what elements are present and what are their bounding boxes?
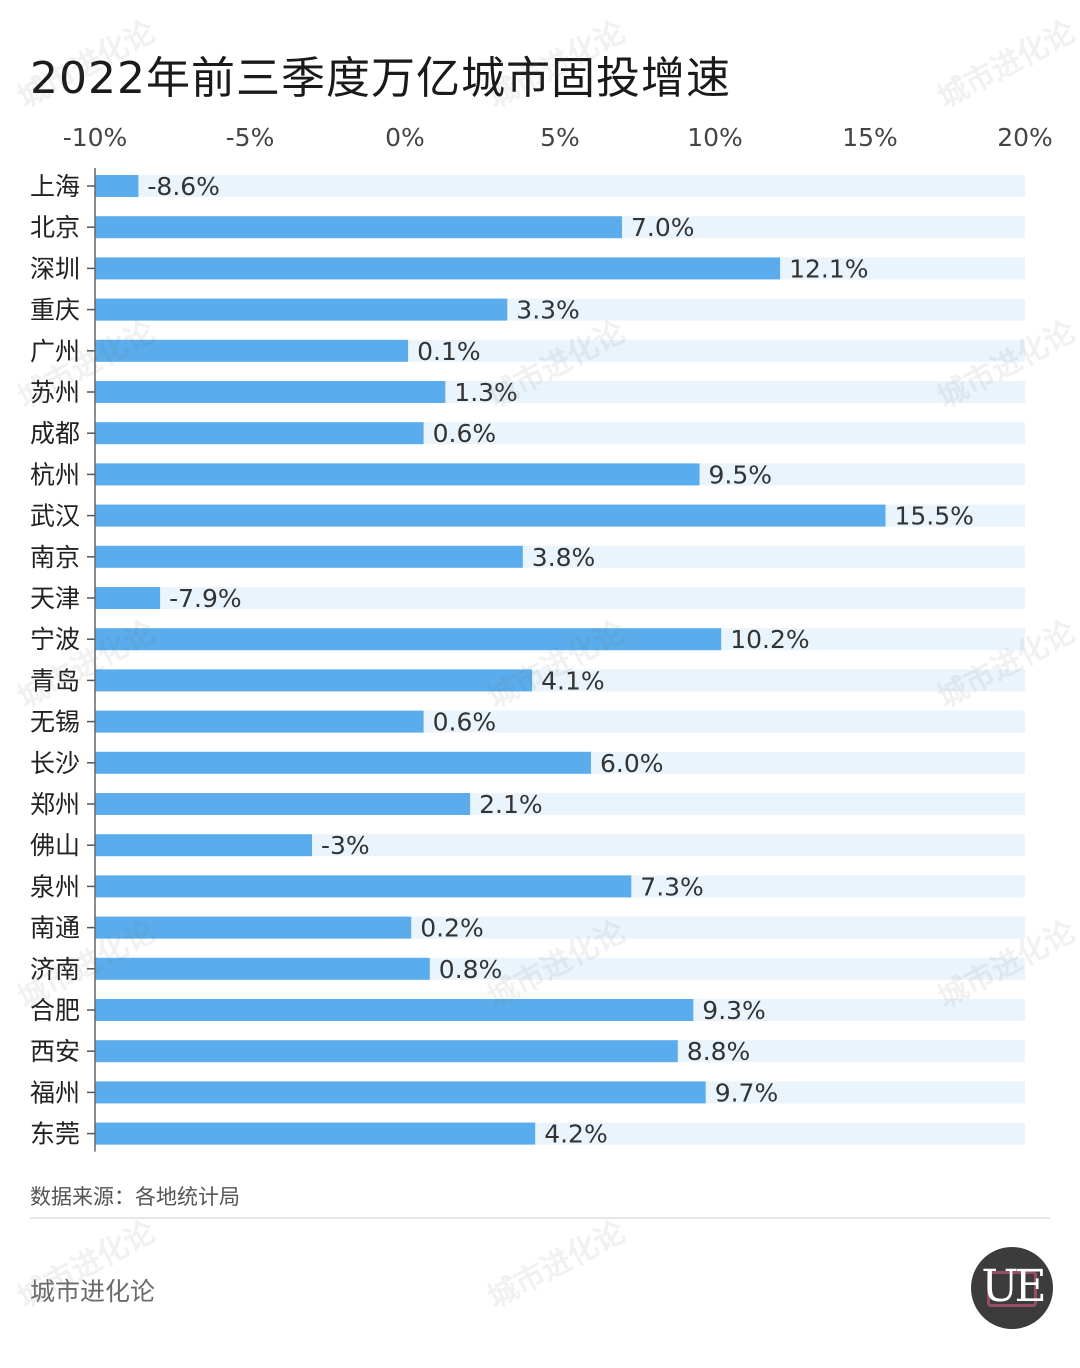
value-label: -3% [321,831,370,860]
bar-track [95,587,1025,609]
value-label: 4.2% [544,1120,608,1149]
bar [95,216,622,239]
x-tick-label: -5% [226,123,275,152]
bar [95,257,781,280]
category-label: 北京 [30,213,80,242]
category-label: 泉州 [30,872,80,901]
bar-chart: -10% -5% 0% 5% 10% 15% 20% 上海 -8.6% 北京 7.0% 深圳 12.1%… [30,123,1053,1152]
value-label: 0.2% [420,914,484,943]
bar [95,1040,678,1063]
x-tick-label: 20% [997,123,1053,152]
category-label: 郑州 [30,790,80,819]
value-label: 0.1% [417,337,481,366]
bar [95,175,139,197]
category-label: 南通 [30,914,80,943]
bar [95,957,430,980]
data-source-note: 数据来源：各地统计局 [30,1185,240,1209]
bar [95,339,409,362]
value-label: 4.1% [541,666,605,695]
brand-name: 城市进化论 [30,1277,156,1306]
x-tick-label: 10% [687,123,743,152]
bar-track [95,834,1025,857]
bar [95,751,591,774]
value-label: 0.6% [433,708,497,737]
bar [95,793,471,815]
bar [95,587,161,609]
category-label: 长沙 [30,749,80,778]
value-label: 7.0% [631,213,695,242]
category-label: 天津 [30,584,80,613]
value-label: 2.1% [479,790,543,819]
bar [95,1081,706,1104]
category-label: 东莞 [30,1120,80,1149]
category-label: 青岛 [30,666,80,695]
bar [95,422,424,445]
category-label: 福州 [30,1078,80,1107]
x-tick-label: 0% [385,123,425,152]
value-label: 15.5% [895,502,974,531]
bar [95,628,722,651]
bar [95,504,886,527]
value-label: 3.8% [532,543,596,572]
chart-title: 2022年前三季度万亿城市固投增速 [30,53,731,104]
category-label: 无锡 [30,708,80,737]
x-tick-label: 5% [540,123,580,152]
value-label: 7.3% [640,872,704,901]
value-label: 12.1% [789,254,868,283]
category-label: 杭州 [30,460,80,489]
x-tick-label: 15% [842,123,898,152]
bar-track [95,175,1025,197]
category-label: 西安 [30,1037,80,1066]
value-label: 10.2% [730,625,809,654]
value-label: -8.6% [147,172,220,201]
value-label: 0.6% [433,419,497,448]
bar [95,1122,536,1145]
bar [95,545,523,568]
value-label: 9.5% [709,460,773,489]
x-tick-label: -10% [63,123,128,152]
bar [95,710,424,733]
bar [95,298,508,321]
bar [95,463,700,486]
category-label: 重庆 [30,296,80,325]
value-label: 9.3% [702,996,766,1025]
value-label: -7.9% [169,584,242,613]
category-label: 宁波 [30,625,80,654]
value-label: 9.7% [715,1078,779,1107]
value-label: 8.8% [687,1037,751,1066]
category-label: 成都 [30,419,80,448]
value-label: 3.3% [516,296,580,325]
category-label: 广州 [30,337,80,366]
category-label: 上海 [30,172,80,201]
bar [95,834,312,857]
logo-glyph: UE [981,1261,1046,1312]
value-label: 1.3% [454,378,518,407]
brand-logo: UE [971,1247,1053,1329]
category-label: 武汉 [30,502,80,531]
bar [95,875,632,898]
category-label: 合肥 [30,996,80,1025]
bar [95,381,446,403]
category-label: 南京 [30,543,80,572]
footer-divider [30,1217,1050,1219]
value-label: 6.0% [600,749,664,778]
category-label: 苏州 [30,378,80,407]
category-label: 佛山 [30,831,80,860]
category-label: 深圳 [30,254,80,283]
bar [95,669,533,692]
bar [95,916,412,939]
logo-accent [987,1271,1037,1307]
category-label: 济南 [30,955,80,984]
value-label: 0.8% [439,955,503,984]
bar [95,999,694,1021]
watermark: 城市进化论 [482,1214,632,1316]
